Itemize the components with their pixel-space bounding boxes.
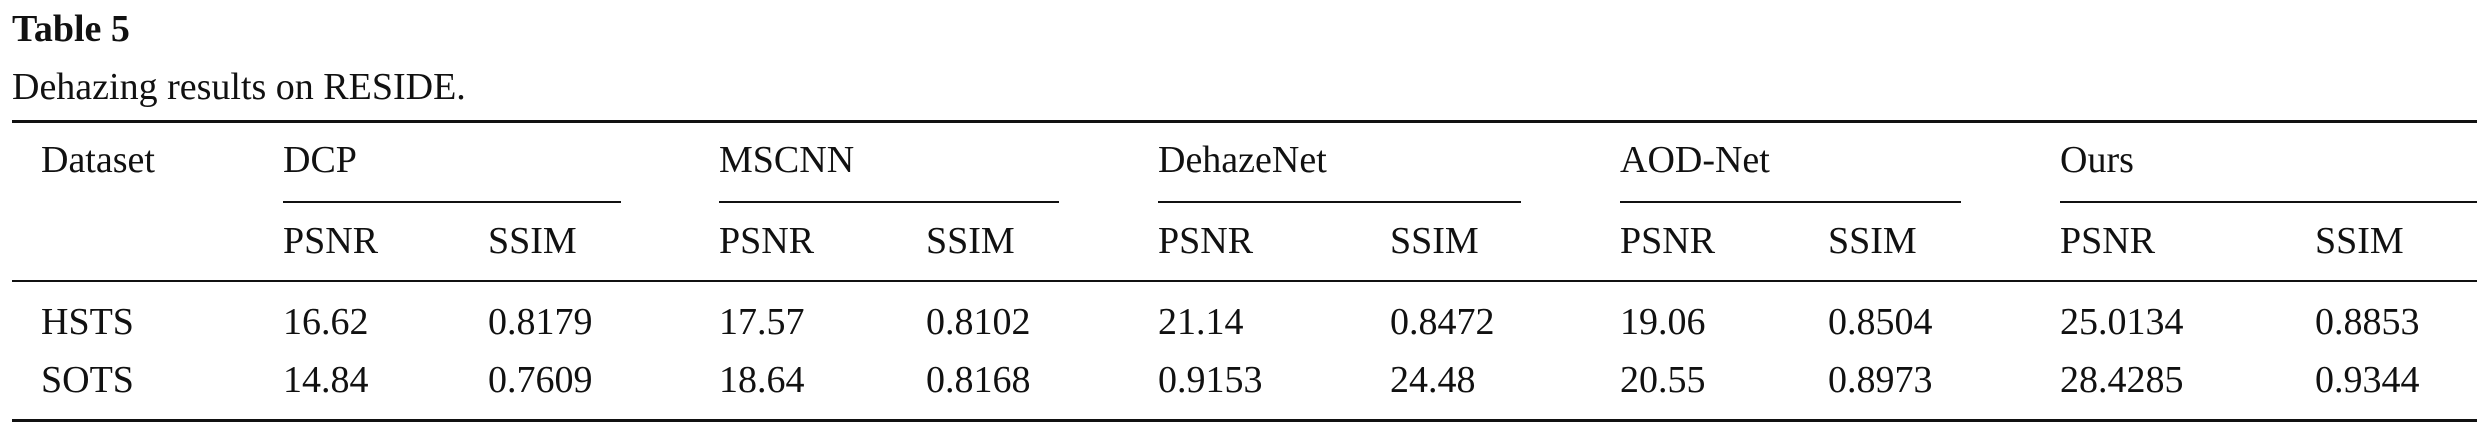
sub-header: SSIM xyxy=(488,220,577,262)
group-underline xyxy=(1158,201,1521,203)
cell: 0.8102 xyxy=(926,301,1031,343)
table-title: Table 5 xyxy=(12,8,130,50)
cell: 21.14 xyxy=(1158,301,1244,343)
group-header: DCP xyxy=(283,139,357,181)
row-header: Dataset xyxy=(41,139,155,181)
cell: 0.8853 xyxy=(2315,301,2420,343)
cell: 0.9344 xyxy=(2315,359,2420,401)
table-caption: Dehazing results on RESIDE. xyxy=(12,66,466,108)
group-header: DehazeNet xyxy=(1158,139,1327,181)
sub-header: SSIM xyxy=(926,220,1015,262)
cell: 18.64 xyxy=(719,359,805,401)
cell: 16.62 xyxy=(283,301,369,343)
cell: 14.84 xyxy=(283,359,369,401)
group-underline xyxy=(283,201,621,203)
group-underline xyxy=(719,201,1059,203)
cell: 25.0134 xyxy=(2060,301,2184,343)
cell: 28.4285 xyxy=(2060,359,2184,401)
cell: 0.7609 xyxy=(488,359,593,401)
row-label: SOTS xyxy=(41,359,134,401)
sub-header: PSNR xyxy=(2060,220,2156,262)
top-rule xyxy=(12,120,2477,123)
cell: 0.8973 xyxy=(1828,359,1933,401)
group-header: MSCNN xyxy=(719,139,855,181)
cell: 0.8504 xyxy=(1828,301,1933,343)
cell: 0.8179 xyxy=(488,301,593,343)
group-header: AOD-Net xyxy=(1620,139,1770,181)
sub-header: SSIM xyxy=(2315,220,2404,262)
cell: 24.48 xyxy=(1390,359,1476,401)
row-label: HSTS xyxy=(41,301,134,343)
cell: 19.06 xyxy=(1620,301,1706,343)
sub-header: PSNR xyxy=(1620,220,1716,262)
bottom-rule xyxy=(12,419,2477,422)
cell: 20.55 xyxy=(1620,359,1706,401)
group-underline xyxy=(1620,201,1961,203)
group-underline xyxy=(2060,201,2477,203)
sub-header: PSNR xyxy=(1158,220,1254,262)
sub-header: SSIM xyxy=(1390,220,1479,262)
mid-rule xyxy=(12,280,2477,282)
sub-header: PSNR xyxy=(719,220,815,262)
group-header: Ours xyxy=(2060,139,2134,181)
sub-header: PSNR xyxy=(283,220,379,262)
cell: 0.8168 xyxy=(926,359,1031,401)
cell: 0.9153 xyxy=(1158,359,1263,401)
cell: 0.8472 xyxy=(1390,301,1495,343)
sub-header: SSIM xyxy=(1828,220,1917,262)
cell: 17.57 xyxy=(719,301,805,343)
